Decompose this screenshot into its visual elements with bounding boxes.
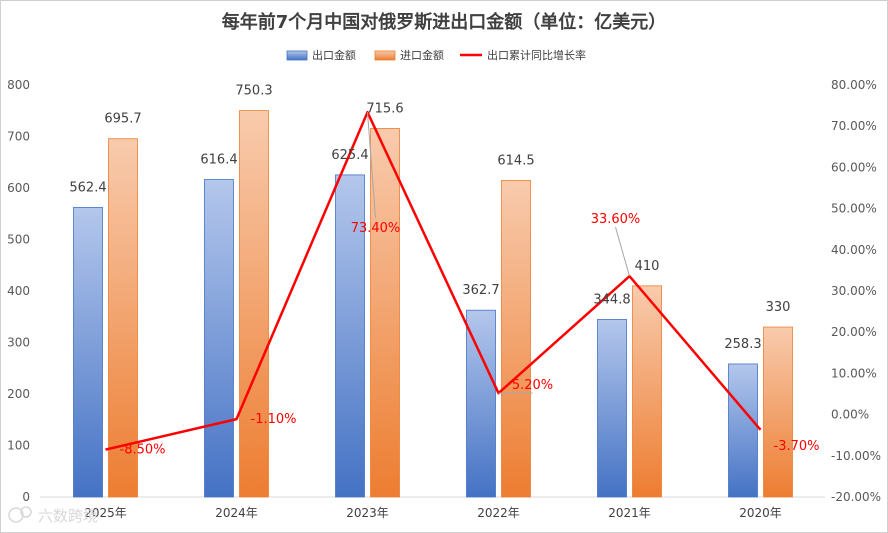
right-axis-tick-label: 30.00%: [831, 284, 877, 298]
bar-export: [466, 309, 496, 498]
legend-label-growth-rate: 出口累计同比增长率: [487, 48, 586, 62]
category-label: 2023年: [346, 506, 389, 520]
bar-export: [728, 363, 758, 498]
category-label: 2022年: [477, 506, 520, 520]
bar-import: [632, 285, 662, 498]
right-axis-tick-label: -10.00%: [831, 449, 881, 463]
bar-import-label: 410: [635, 259, 660, 274]
bar-import: [108, 138, 138, 498]
legend-swatch-import: [374, 50, 396, 61]
growth-rate-label: 73.40%: [351, 221, 401, 236]
growth-rate-leader-line: [367, 112, 376, 219]
bar-export-label: 344.8: [593, 292, 630, 307]
bar-export: [597, 319, 627, 498]
growth-rate-label: 5.20%: [512, 378, 553, 393]
growth-rate-label: -1.10%: [251, 412, 297, 427]
left-axis-tick-label: 400: [7, 284, 30, 298]
bar-export: [335, 174, 365, 498]
left-axis-tick-label: 100: [7, 439, 30, 453]
left-axis-tick-label: 300: [7, 336, 30, 350]
left-axis-tick-label: 0: [22, 490, 30, 504]
watermark: 六数跨境: [8, 506, 98, 525]
right-axis-tick-label: -20.00%: [831, 490, 881, 504]
bar-export-label: 362.7: [462, 283, 499, 298]
left-axis-tick-label: 500: [7, 233, 30, 247]
legend-label-import: 进口金额: [400, 48, 444, 62]
watermark-logo-icon: [20, 506, 32, 518]
left-axis-tick-label: 200: [7, 387, 30, 401]
legend-swatch-export: [286, 50, 308, 61]
growth-rate-label: 33.60%: [591, 212, 641, 227]
right-axis-tick-label: 20.00%: [831, 325, 877, 339]
left-axis-tick-label: 600: [7, 181, 30, 195]
bar-export-label: 625.4: [331, 148, 368, 163]
bar-import-label: 695.7: [104, 112, 141, 127]
bar-import-label: 330: [766, 300, 791, 315]
right-axis-tick-label: 50.00%: [831, 202, 877, 216]
legend-label-export: 出口金额: [312, 48, 356, 62]
growth-rate-leader-line: [615, 227, 630, 277]
bar-export-label: 258.3: [724, 337, 761, 352]
watermark-logo-icon: [8, 507, 24, 523]
left-axis-tick-label: 800: [7, 78, 30, 92]
right-axis-tick-label: 40.00%: [831, 243, 877, 257]
bar-export: [204, 179, 234, 498]
bar-import: [370, 128, 400, 498]
right-axis-tick-label: 0.00%: [831, 408, 869, 422]
right-axis-tick-label: 80.00%: [831, 78, 877, 92]
growth-rate-line: [105, 110, 762, 451]
category-label: 2020年: [739, 506, 782, 520]
right-axis-tick-label: 60.00%: [831, 160, 877, 174]
chart-title: 每年前7个月中国对俄罗斯进出口金额（单位：亿美元）: [221, 12, 667, 33]
category-label: 2024年: [215, 506, 258, 520]
bar-import: [763, 326, 793, 498]
growth-rate-label: -8.50%: [120, 443, 166, 458]
category-label: 2025年: [84, 506, 127, 520]
bar-export-label: 616.4: [200, 153, 237, 168]
growth-rate-label: -3.70%: [774, 439, 820, 454]
bar-import-label: 614.5: [497, 154, 534, 169]
bar-export: [73, 206, 103, 498]
bar-import: [501, 180, 531, 498]
bar-export-label: 562.4: [69, 180, 106, 195]
watermark-text: 六数跨境: [38, 507, 98, 525]
right-axis-tick-label: 10.00%: [831, 366, 877, 380]
bar-import-label: 750.3: [235, 84, 272, 99]
bar-import-label: 715.6: [366, 101, 403, 116]
left-axis-tick-label: 700: [7, 130, 30, 144]
right-axis-tick-label: 70.00%: [831, 119, 877, 133]
category-label: 2021年: [608, 506, 651, 520]
bar-import: [239, 110, 269, 498]
